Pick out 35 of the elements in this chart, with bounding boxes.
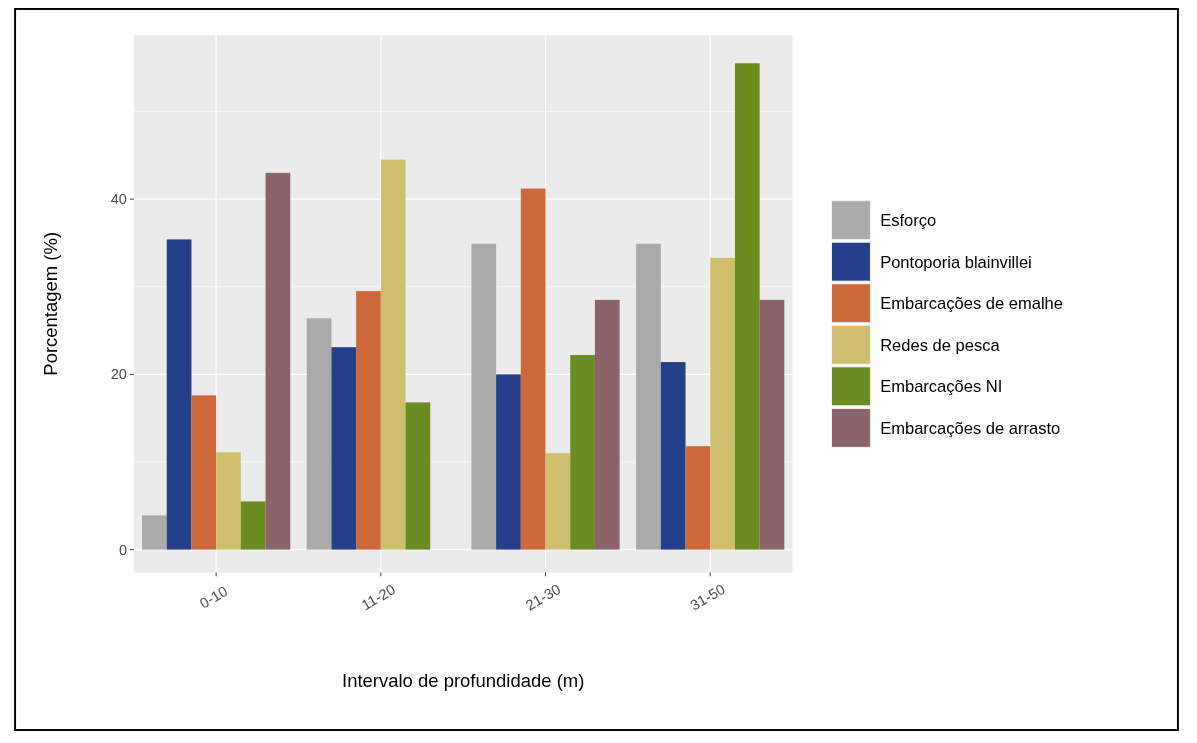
bar bbox=[166, 239, 192, 550]
legend-label: Pontoporia blainvillei bbox=[880, 252, 1032, 272]
bar bbox=[685, 446, 711, 550]
x-tick-label: 0-10 bbox=[197, 583, 231, 612]
bar bbox=[306, 318, 332, 550]
bar bbox=[265, 172, 291, 550]
bar bbox=[191, 395, 217, 550]
bar bbox=[496, 374, 521, 550]
legend-label: Embarcações NI bbox=[880, 377, 1003, 397]
bar bbox=[594, 299, 620, 550]
bar bbox=[240, 501, 266, 550]
bar bbox=[759, 299, 785, 550]
legend-label: Embarcações de arrasto bbox=[880, 418, 1061, 438]
y-tick-label: 40 bbox=[110, 191, 127, 208]
x-axis-title: Intervalo de profundidade (m) bbox=[342, 670, 585, 692]
y-axis-title: Porcentagem (%) bbox=[39, 231, 61, 376]
legend-label: Redes de pesca bbox=[880, 335, 1001, 355]
bar bbox=[216, 452, 241, 550]
bar bbox=[356, 291, 381, 550]
legend-label: Esforço bbox=[880, 210, 937, 230]
bar bbox=[331, 347, 357, 550]
bar bbox=[405, 402, 431, 550]
bar bbox=[734, 63, 760, 550]
y-tick-label: 0 bbox=[118, 541, 127, 558]
bar bbox=[710, 257, 735, 550]
bar bbox=[660, 362, 686, 550]
bar bbox=[520, 188, 546, 550]
bar bbox=[636, 243, 661, 550]
y-tick-label: 20 bbox=[110, 366, 127, 383]
bar bbox=[142, 515, 167, 550]
bar bbox=[545, 453, 571, 550]
bar bbox=[471, 243, 497, 550]
legend-label: Embarcações de emalhe bbox=[880, 294, 1064, 314]
bar bbox=[380, 159, 406, 550]
bar bbox=[570, 355, 595, 550]
